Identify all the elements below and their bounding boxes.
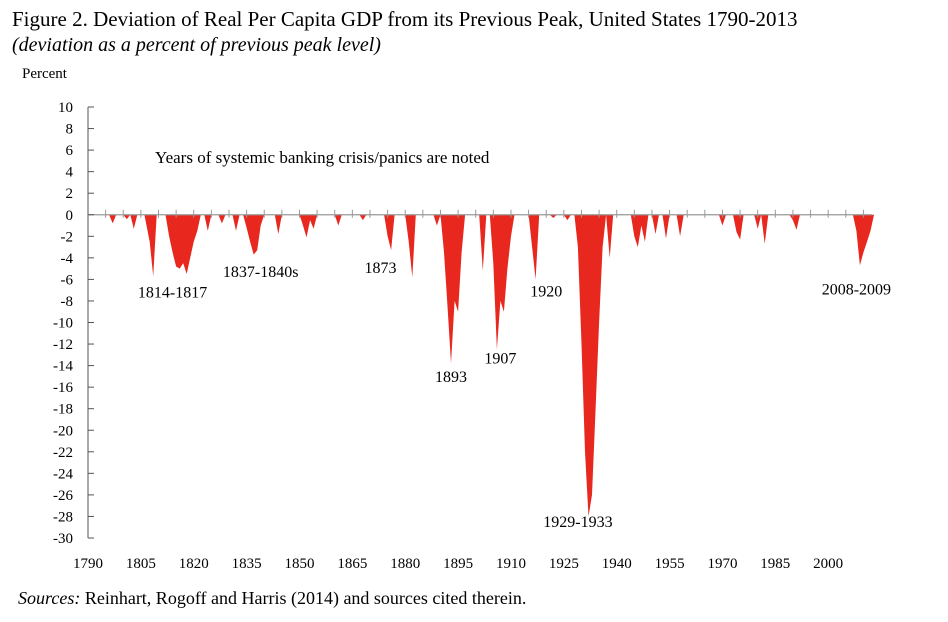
crisis-label: 2008-2009 (822, 281, 891, 298)
y-tick-label: 8 (66, 122, 74, 138)
chart-canvas: Percent 10 8 6 4 2 0 -2 -4 -6 -8 -10 -12 -14 -16 -18 -2… (22, 66, 891, 572)
y-tick-label: 6 (66, 143, 74, 159)
y-tick-label: -8 (61, 294, 74, 310)
x-tick-label: 1835 (232, 556, 262, 572)
x-tick-label: 1850 (284, 556, 314, 572)
y-tick-label: -6 (61, 272, 74, 288)
x-tick-label: 1820 (179, 556, 209, 572)
crisis-label: 1907 (484, 350, 516, 367)
y-tick-label: 4 (66, 165, 74, 181)
y-tick-label: -12 (53, 337, 73, 353)
x-tick-label: 1940 (602, 556, 632, 572)
y-axis-label: Percent (22, 66, 68, 82)
x-tick-label: 1985 (760, 556, 790, 572)
crisis-label: 1929-1933 (543, 514, 612, 531)
crisis-label: 1837-1840s (223, 264, 299, 281)
area-layer (109, 214, 875, 517)
y-tick-label: -10 (53, 316, 73, 332)
x-tick-label: 1790 (73, 556, 103, 572)
y-tick-label: -22 (53, 445, 73, 461)
y-tick-label: -20 (53, 423, 73, 439)
chart-title: Figure 2. Deviation of Real Per Capita G… (12, 7, 798, 31)
sources-label: Sources: (18, 588, 81, 608)
crisis-label: 1893 (435, 369, 467, 386)
x-tick-label: 1970 (707, 556, 737, 572)
y-tick-label: 0 (66, 208, 74, 224)
x-tick-label: 1895 (443, 556, 473, 572)
y-tick-label: -2 (61, 229, 74, 245)
x-tick-label: 1805 (126, 556, 156, 572)
y-tick-label: 10 (58, 100, 73, 116)
y-tick-label: -24 (53, 466, 73, 482)
x-tick-label: 2000 (813, 556, 843, 572)
y-tick-label: -26 (53, 488, 73, 504)
crisis-label: 1814-1817 (138, 285, 207, 302)
axis-layer: 10 8 6 4 2 0 -2 -4 -6 -8 -10 -12 -14 -16 -18 -20 -22 -24 -… (53, 100, 872, 572)
sources-text: Reinhart, Rogoff and Harris (2014) and s… (80, 588, 527, 608)
sources-note: Sources: Reinhart, Rogoff and Harris (20… (18, 588, 526, 609)
y-tick-label: -30 (53, 531, 73, 547)
y-tick-label: -28 (53, 509, 73, 525)
y-tick-label: -16 (53, 380, 73, 396)
crisis-label-layer: 1814-1817 1837-1840s 1873 1893 1907 1920 1929-… (138, 260, 891, 531)
y-tick-label: -14 (53, 359, 73, 375)
x-tick-label: 1910 (496, 556, 526, 572)
x-tick-label: 1955 (655, 556, 685, 572)
chart-annotation: Years of systemic banking crisis/panics … (155, 148, 490, 167)
y-tick-label: -18 (53, 402, 73, 418)
x-tick-label: 1925 (549, 556, 579, 572)
crisis-label: 1873 (365, 260, 397, 277)
chart-subtitle: (deviation as a percent of previous peak… (12, 34, 381, 56)
x-tick-label: 1880 (390, 556, 420, 572)
deviation-area-series-0 (109, 214, 875, 517)
y-tick-label: 2 (66, 186, 74, 202)
y-tick-label: -4 (61, 251, 74, 267)
crisis-label: 1920 (530, 284, 562, 301)
x-tick-label: 1865 (337, 556, 367, 572)
